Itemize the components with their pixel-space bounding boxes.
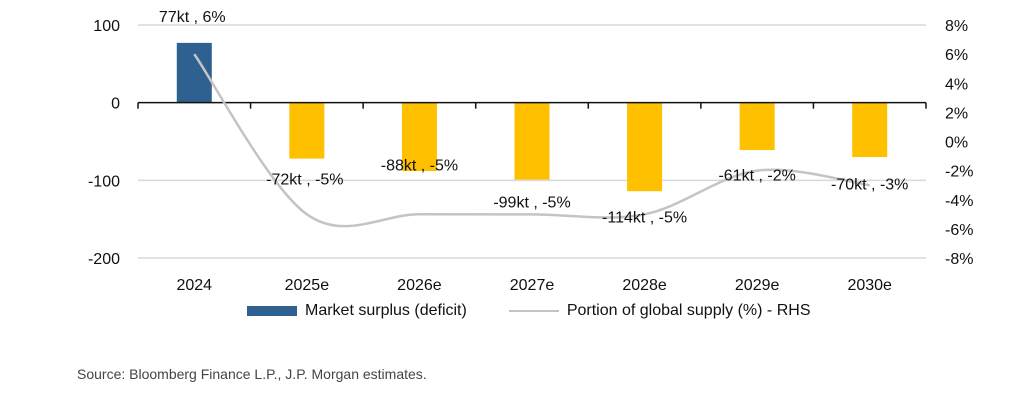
data-label: -114kt , -5% — [602, 210, 687, 227]
y-right-tick-label: 8% — [945, 18, 968, 35]
source-note: Source: Bloomberg Finance L.P., J.P. Mor… — [77, 366, 427, 382]
supply-share-line — [193, 53, 870, 228]
x-tick-label: 2026e — [397, 277, 442, 294]
legend-item-line: Portion of global supply (%) - RHS — [508, 302, 811, 320]
data-label: -88kt , -5% — [381, 158, 458, 175]
legend-swatch-bar — [247, 306, 297, 316]
y-right-tick-label: -4% — [945, 193, 973, 210]
legend: Market surplus (deficit) Portion of glob… — [247, 302, 852, 320]
x-tick-label: 2030e — [847, 277, 892, 294]
chart: 100 0 -100 -200 8% 6% 4% 2% 0% -2% -4% -6% -8% 2024 20… — [88, 9, 973, 294]
y-right-tick-label: -2% — [945, 164, 973, 181]
x-tick-label: 2028e — [622, 277, 667, 294]
bar-2025e — [289, 102, 325, 159]
legend-item-bars: Market surplus (deficit) — [247, 302, 467, 320]
y-right-tick-label: 6% — [945, 47, 968, 64]
bar-2029e — [739, 102, 775, 151]
data-label: 77kt , 6% — [159, 9, 226, 26]
y-left-tick-label: 100 — [93, 18, 120, 35]
x-tick-label: 2027e — [510, 277, 555, 294]
x-tick-label: 2024 — [176, 277, 212, 294]
y-right-tick-label: 4% — [945, 76, 968, 93]
y-left-tick-label: -100 — [88, 173, 120, 190]
y-right-tick-label: 0% — [945, 135, 968, 152]
data-label: -61kt , -2% — [718, 168, 795, 185]
y-right-tick-label: -8% — [945, 251, 973, 268]
legend-swatch-line — [508, 310, 559, 312]
bar-2028e — [627, 102, 663, 192]
legend-label-line: Portion of global supply (%) - RHS — [566, 302, 811, 319]
y-right-tick-label: -6% — [945, 222, 973, 239]
x-tick-label: 2025e — [285, 277, 330, 294]
data-label: -70kt , -3% — [831, 177, 908, 194]
data-label: -99kt , -5% — [493, 195, 570, 212]
y-left-tick-label: 0 — [111, 96, 120, 113]
bar-2027e — [514, 102, 550, 180]
y-right-tick-label: 2% — [945, 105, 968, 122]
legend-label-bars: Market surplus (deficit) — [305, 302, 467, 319]
bar-2030e — [852, 102, 888, 158]
bar-2026e — [401, 102, 437, 172]
y-left-tick-label: -200 — [88, 251, 120, 268]
x-tick-label: 2029e — [735, 277, 780, 294]
data-label: -72kt , -5% — [266, 172, 343, 189]
